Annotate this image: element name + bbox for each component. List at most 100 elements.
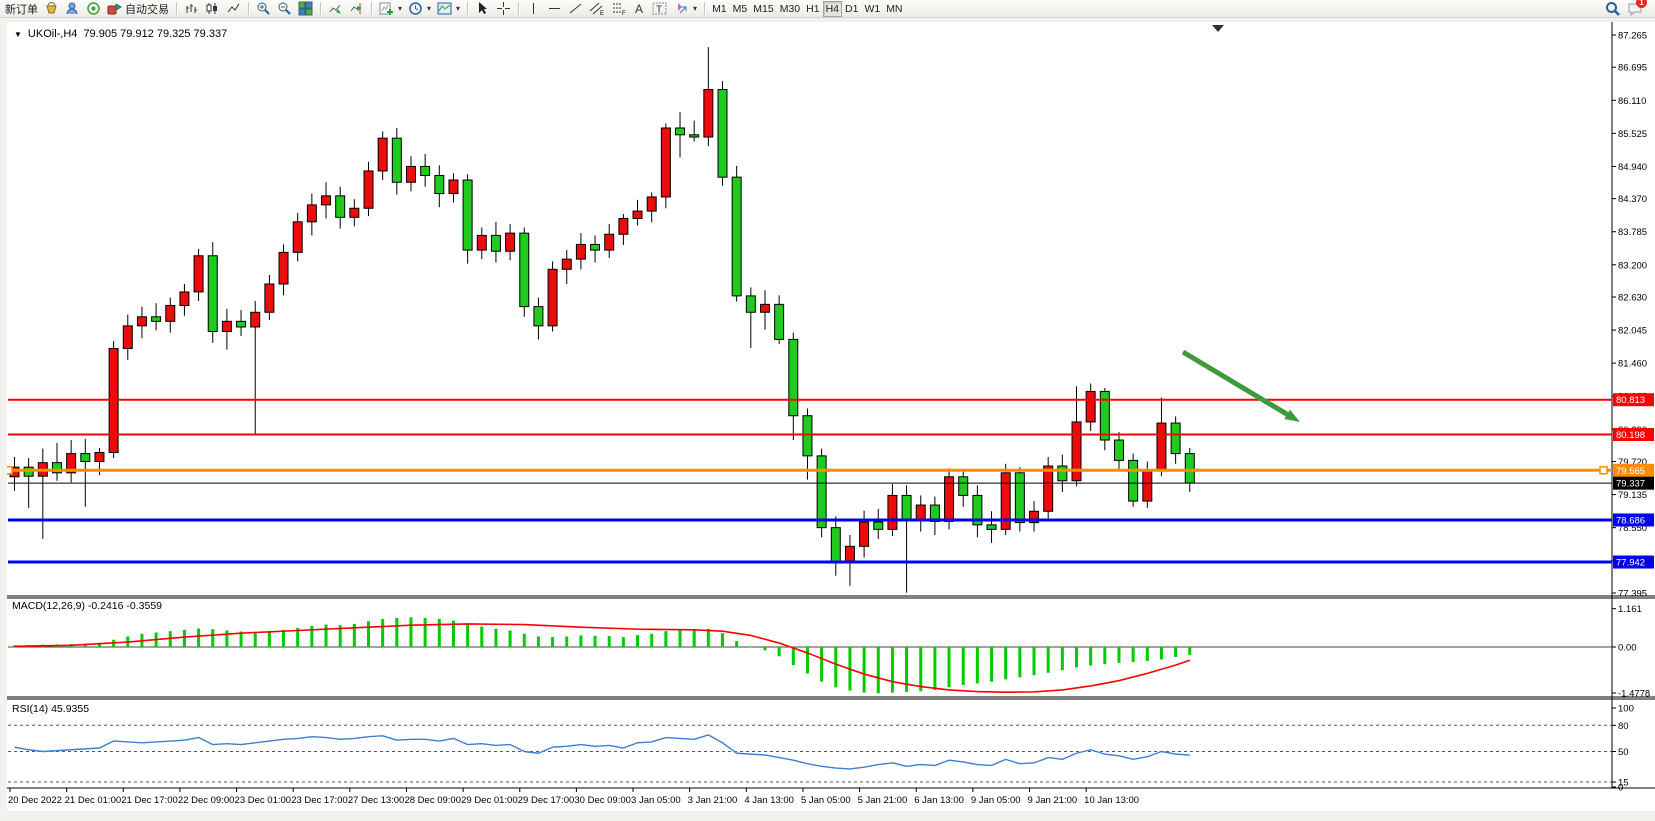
macd-bar bbox=[182, 629, 186, 647]
timeframe-button-M5[interactable]: M5 bbox=[732, 2, 748, 15]
macd-bar bbox=[1004, 647, 1008, 680]
chevron-down-icon[interactable]: ▼ bbox=[14, 29, 22, 39]
indicator-axes[interactable]: 1.161 0.00 -1.4778 100 80 50 150 bbox=[1612, 604, 1650, 794]
price-tick-label: 84.370 bbox=[1618, 194, 1647, 205]
line-chart-icon bbox=[226, 1, 241, 16]
macd-bar bbox=[721, 633, 724, 647]
timeframe-button-MN[interactable]: MN bbox=[886, 2, 903, 15]
macd-bar bbox=[225, 630, 229, 647]
chart-shift-button[interactable] bbox=[346, 1, 367, 17]
candle-body-up bbox=[1085, 390, 1096, 423]
price-tick-label: 82.045 bbox=[1618, 326, 1647, 337]
zoom-in-button[interactable] bbox=[253, 1, 274, 17]
time-tick-label: 29 Dec 17:00 bbox=[518, 795, 575, 806]
timeframe-button-H4[interactable]: H4 bbox=[822, 0, 842, 17]
price-label-text: 80.198 bbox=[1616, 430, 1645, 441]
price-tick-label: 78.550 bbox=[1618, 523, 1647, 534]
timeframe-button-M15[interactable]: M15 bbox=[753, 2, 774, 15]
candle-body-up bbox=[1029, 510, 1040, 524]
timeframe-button-M1[interactable]: M1 bbox=[712, 2, 727, 15]
candle-body-down bbox=[420, 165, 431, 176]
timeframe-button-M30[interactable]: M30 bbox=[779, 2, 801, 15]
period-clock-button[interactable]: ▾ bbox=[405, 1, 434, 17]
candle-body-down bbox=[391, 137, 402, 183]
zoom-out-icon bbox=[277, 1, 292, 16]
time-tick-label: 9 Jan 05:00 bbox=[971, 795, 1021, 806]
time-tick-label: 5 Jan 21:00 bbox=[858, 795, 908, 806]
macd-indicator-label: MACD(12,26,9) -0.2416 -0.3559 bbox=[12, 600, 162, 612]
zoom-out-button[interactable] bbox=[274, 1, 295, 17]
chart-shift-marker[interactable] bbox=[1212, 25, 1224, 32]
macd-bar bbox=[664, 631, 668, 647]
price-tick-label: 79.135 bbox=[1618, 490, 1647, 501]
time-tick-label: 30 Dec 09:00 bbox=[574, 795, 631, 806]
chart-background[interactable] bbox=[7, 22, 1655, 811]
macd-bar bbox=[381, 618, 385, 647]
text-button[interactable]: A bbox=[630, 1, 649, 17]
candle-body-up bbox=[561, 258, 572, 270]
candle-body-down bbox=[1113, 439, 1124, 461]
macd-bar bbox=[423, 617, 427, 647]
trend-line-icon bbox=[568, 1, 583, 16]
timeframe-button-H1[interactable]: H1 bbox=[806, 2, 820, 15]
macd-bar bbox=[593, 635, 597, 647]
rsi-axis-label: 100 bbox=[1618, 704, 1634, 715]
template-button[interactable]: ▾ bbox=[434, 1, 463, 17]
dropdown-arrow: ▾ bbox=[398, 4, 403, 13]
price-axis[interactable]: 87.265 86.695 86.110 85.525 84.940 84.370 83.7… bbox=[1612, 31, 1654, 600]
add-indicator-button[interactable]: ▾ bbox=[376, 1, 405, 17]
line-chart-button[interactable] bbox=[223, 1, 244, 17]
macd-bar bbox=[367, 621, 370, 647]
time-tick-label: 5 Jan 05:00 bbox=[801, 795, 851, 806]
candle-body-up bbox=[476, 234, 487, 251]
line-handle[interactable] bbox=[1599, 466, 1608, 475]
bar-chart-button[interactable] bbox=[181, 1, 202, 17]
profiles-button[interactable] bbox=[62, 1, 83, 17]
trend-arrow[interactable] bbox=[1181, 349, 1300, 422]
text-label-button[interactable]: T bbox=[649, 1, 671, 17]
cursor-button[interactable] bbox=[472, 1, 493, 17]
search-button[interactable] bbox=[1602, 1, 1624, 17]
top-toolbar: 新订单 自动交易 ▾ ▾ ▾ E F A T ▾ M1 M5 M15 M30 H1 H4 D… bbox=[0, 0, 1655, 18]
notification-badge: 1 bbox=[1636, 0, 1647, 8]
auto-trading-label: 自动交易 bbox=[125, 3, 169, 16]
horizontal-line-button[interactable] bbox=[544, 1, 565, 17]
candlestick-chart-button[interactable] bbox=[202, 1, 223, 17]
shapes-button[interactable]: ▾ bbox=[671, 1, 700, 17]
chat-button[interactable]: 1 bbox=[1624, 0, 1647, 17]
price-tick-label: 83.785 bbox=[1618, 227, 1647, 238]
macd-bar bbox=[522, 633, 526, 647]
crosshair-button[interactable] bbox=[493, 1, 514, 17]
new-order-button[interactable]: 新订单 bbox=[2, 1, 41, 17]
auto-trading-button[interactable]: 自动交易 bbox=[104, 1, 172, 17]
chart-canvas[interactable]: 87.265 86.695 86.110 85.525 84.940 84.370 83.7… bbox=[7, 22, 1655, 811]
trend-line-button[interactable] bbox=[565, 1, 586, 17]
candle-body-down bbox=[816, 455, 827, 529]
resistance-line-2-price-label bbox=[1613, 427, 1654, 441]
candle-body-down bbox=[80, 453, 91, 463]
fibonacci-icon: F bbox=[611, 1, 627, 16]
macd-bar bbox=[1046, 647, 1050, 673]
auto-scroll-button[interactable] bbox=[325, 1, 346, 17]
candle-body-up bbox=[278, 251, 289, 285]
add-indicator-icon bbox=[379, 1, 394, 16]
candle-body-down bbox=[689, 134, 700, 138]
channel-button[interactable]: E bbox=[586, 1, 608, 17]
time-axis[interactable]: 20 Dec 2022 21 Dec 01:00 21 Dec 17:00 22 De… bbox=[8, 788, 1139, 806]
shapes-icon bbox=[674, 1, 689, 16]
signals-button[interactable] bbox=[83, 1, 104, 17]
toolbar-separator bbox=[518, 2, 520, 15]
horizontal-line-icon bbox=[547, 1, 562, 16]
tile-windows-button[interactable] bbox=[295, 1, 316, 17]
chart-shift-icon bbox=[349, 1, 364, 16]
candle-body-up bbox=[632, 210, 643, 219]
timeframe-button-D1[interactable]: D1 bbox=[845, 2, 859, 15]
line-handle[interactable] bbox=[7, 466, 13, 475]
toolbar-separator bbox=[371, 2, 372, 15]
time-tick-label: 4 Jan 13:00 bbox=[744, 795, 794, 806]
timeframe-button-W1[interactable]: W1 bbox=[864, 2, 881, 15]
candle-body-up bbox=[887, 494, 898, 530]
fibonacci-button[interactable]: F bbox=[608, 1, 630, 17]
vertical-line-button[interactable] bbox=[523, 1, 544, 17]
styles-button[interactable] bbox=[41, 1, 62, 17]
